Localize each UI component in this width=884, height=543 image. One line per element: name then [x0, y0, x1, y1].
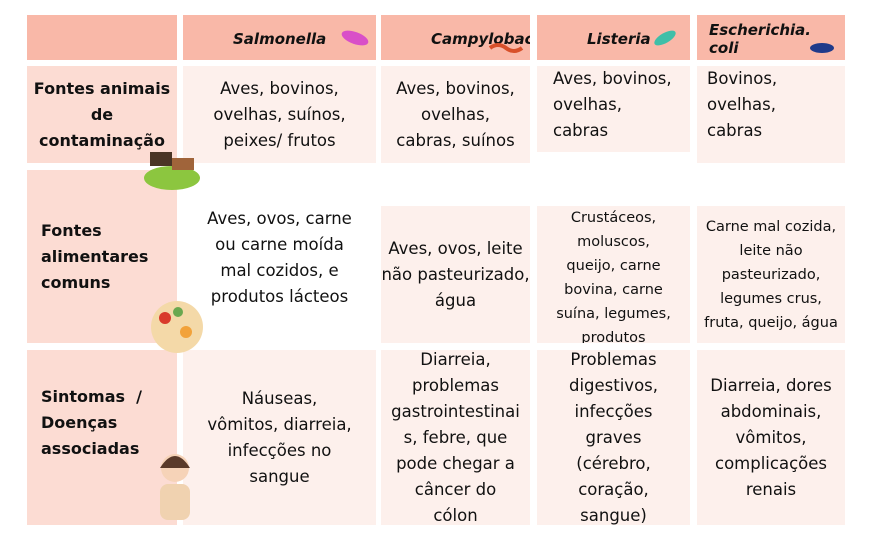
cell-text: câncer do [414, 479, 497, 499]
row-header: Fontes animais de contaminação [27, 66, 177, 163]
table-cell: Aves, bovinos, ovelhas, cabras, suínos [381, 66, 530, 163]
column-header-text: Salmonella [233, 29, 327, 48]
table-cell: Carne mal cozida, leite não pasteurizado, l… [697, 206, 845, 343]
corner-cell [27, 15, 177, 60]
cell-text: graves [585, 427, 642, 447]
cell-text: bovina, carne [564, 282, 663, 298]
cell-text: ovelhas, [420, 104, 490, 124]
animals-icon [144, 152, 200, 190]
cell-text: suína, legumes, [556, 306, 671, 322]
headache-icon [160, 454, 190, 520]
cell-text: infecções [574, 401, 653, 421]
row-header: Fontes alimentares comuns [27, 170, 177, 343]
cell-text: Aves, bovinos, [396, 78, 515, 98]
table-cell: Crustáceos, moluscos, queijo, carne bovina,… [537, 206, 690, 343]
table-cell: Aves, bovinos, ovelhas, cabras [537, 66, 690, 152]
table-cell: Náuseas, vômitos, diarreia, infecções no sa… [183, 350, 376, 525]
cell-text: produtos [581, 330, 646, 343]
table-cell: Aves, ovos, leite não pasteurizado, água [381, 206, 530, 343]
column-header-text: Escherichia. coli [709, 20, 811, 57]
cell-text: renais [745, 479, 797, 499]
cell-text: Crustáceos, [570, 210, 657, 226]
cell-text: abdominais, [720, 401, 822, 421]
table-cell: Problemas digestivos, infecções graves (cére… [537, 350, 690, 525]
cell-text: ovelhas, [553, 95, 623, 114]
cell-text: de [90, 104, 114, 124]
cell-text: Sintomas / [41, 386, 143, 406]
column-header-text: Listeria [587, 29, 651, 48]
cell-text: cabras, suínos [396, 130, 515, 150]
cell-text: Fontes animais [33, 78, 171, 98]
cell-text: (cérebro, [576, 453, 651, 473]
cell-text: Aves, bovinos, [220, 78, 339, 98]
cell-text: complicações [715, 453, 827, 473]
cell-text: Problemas [570, 350, 657, 369]
cell-text: legumes crus, [720, 290, 822, 307]
cell-text: Diarreia, dores [710, 375, 832, 395]
cell-text: gastrointestinai [391, 401, 520, 421]
row-header: Sintomas / Doenças associadas [27, 350, 177, 525]
cell-text: Náuseas, [241, 388, 318, 408]
table-cell: Aves, ovos, carne ou carne moída mal cozid… [183, 206, 376, 343]
cell-text: s, febre, que [403, 427, 508, 447]
cell-text: Doenças [41, 412, 118, 432]
cell-text: peixes/ frutos [223, 130, 336, 150]
cell-text: comuns [41, 272, 111, 292]
cell-text: sangue) [580, 505, 647, 525]
column-header-text: Campylobacter [431, 29, 530, 48]
cell-text: cólon [433, 505, 478, 525]
cell-text: pasteurizado, [721, 266, 821, 283]
cell-text: cabras [553, 121, 609, 140]
cell-text: cabras [707, 121, 763, 140]
bacteria-icon [654, 30, 676, 46]
cell-text: moluscos, [577, 234, 650, 250]
cell-text: Carne mal cozida, [705, 218, 837, 235]
bacteria-icon [810, 43, 834, 53]
cell-text: vômitos, diarreia, [207, 414, 352, 434]
cell-text: problemas [412, 375, 499, 395]
column-header: Escherichia. coli [697, 15, 845, 60]
cell-text: produtos lácteos [210, 287, 349, 306]
cell-text: água [434, 290, 477, 310]
cell-text: digestivos, [568, 375, 659, 395]
cell-text: queijo, carne [566, 258, 661, 274]
cell-text: pode chegar a [396, 453, 515, 473]
cell-text: ovelhas, [707, 95, 777, 114]
table-cell: Diarreia, problemas gastrointestinai s, feb… [381, 350, 530, 525]
cell-text: ou carne moída [215, 235, 344, 254]
cell-text: alimentares [41, 246, 149, 266]
bacteria-icon [488, 43, 524, 53]
cell-text: mal cozidos, e [220, 261, 339, 280]
table-cell: Diarreia, dores abdominais, vômitos, compli… [697, 350, 845, 525]
cell-text: Aves, ovos, carne [207, 209, 352, 228]
cell-text: vômitos, [735, 427, 807, 447]
cell-text: infecções no [227, 440, 332, 460]
cell-text: ovelhas, suínos, [213, 104, 346, 124]
table-cell: Aves, bovinos, ovelhas, suínos, peixes/ fr… [183, 66, 376, 163]
cell-text: coração, [578, 479, 649, 499]
cell-text: associadas [41, 438, 140, 458]
bacteria-icon [341, 30, 369, 46]
cell-text: Bovinos, [707, 69, 778, 88]
cell-text: Fontes [41, 220, 102, 240]
food-icon [151, 301, 203, 353]
cell-text: leite não [739, 242, 803, 259]
column-header: Campylobacter [381, 15, 530, 60]
cell-text: Aves, bovinos, [553, 69, 672, 88]
cell-text: fruta, queijo, água [704, 314, 838, 331]
cell-text: sangue [249, 466, 310, 486]
cell-text: não pasteurizado, [381, 264, 530, 284]
cell-text: Diarreia, [420, 350, 491, 369]
cell-text: Aves, ovos, leite [388, 238, 523, 258]
cell-text: contaminação [39, 130, 165, 150]
table-cell: Bovinos, ovelhas, cabras [697, 66, 845, 163]
